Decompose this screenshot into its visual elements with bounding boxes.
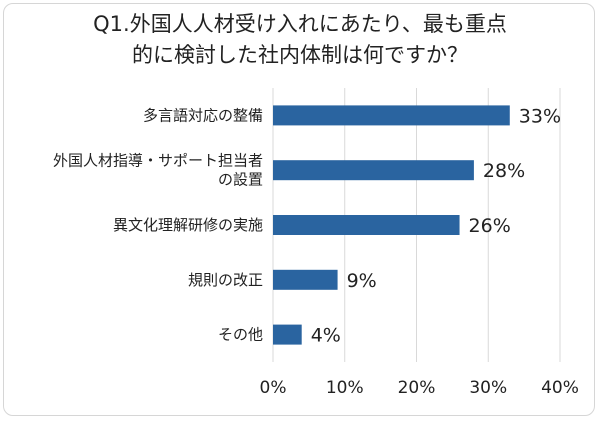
category-label-0: 多言語対応の整備 <box>143 106 263 124</box>
value-label-4: 4% <box>311 325 341 347</box>
x-tick-label-1: 10% <box>326 378 364 398</box>
category-label-4: その他 <box>218 326 263 344</box>
bar-4 <box>273 324 302 345</box>
category-label-1-0: 外国人材指導・サポート担当者 <box>53 152 263 170</box>
chart-title-line-2: 的に検討した社内体制は何ですか？ <box>132 43 468 67</box>
chart-title-line-1: Q1.外国人人材受け入れにあたり、最も重点 <box>93 12 507 36</box>
x-tick-label-4: 40% <box>541 378 579 398</box>
x-tick-label-0: 0% <box>260 378 287 398</box>
value-label-1: 28% <box>483 160 525 182</box>
category-label-2: 異文化理解研修の実施 <box>113 216 263 234</box>
value-label-0: 33% <box>519 105 561 127</box>
x-tick-label-3: 30% <box>469 378 507 398</box>
x-tick-label-2: 20% <box>398 378 436 398</box>
value-label-2: 26% <box>469 215 511 237</box>
bar-2 <box>273 215 460 235</box>
bar-0 <box>273 105 510 126</box>
value-label-3: 9% <box>347 270 377 292</box>
bar-3 <box>273 269 338 290</box>
category-label-1-1: の設置 <box>218 171 263 189</box>
bar-1 <box>273 160 474 181</box>
chart-frame <box>3 3 595 416</box>
category-label-3: 規則の改正 <box>188 271 263 289</box>
